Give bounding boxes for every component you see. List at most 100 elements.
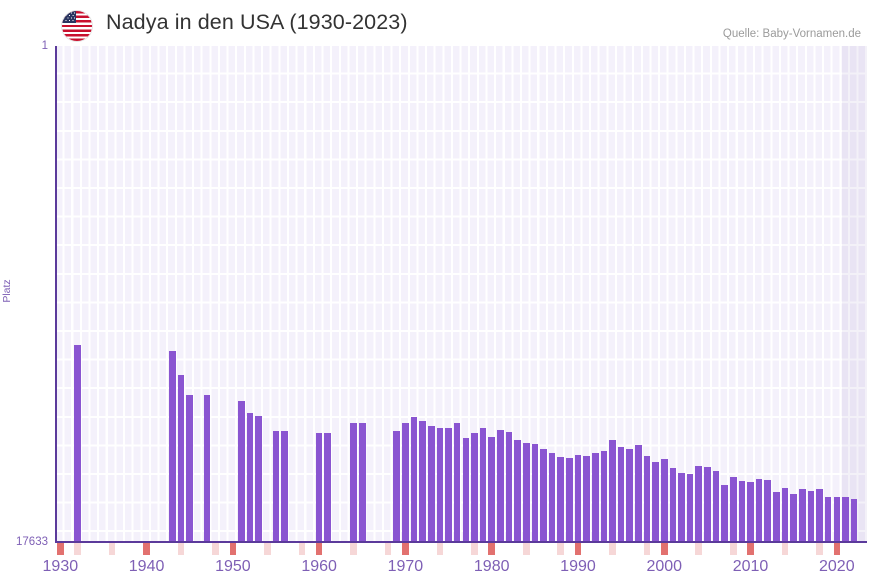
bar[interactable] bbox=[419, 421, 426, 541]
bar[interactable] bbox=[540, 449, 547, 541]
bar[interactable] bbox=[428, 426, 435, 541]
bar[interactable] bbox=[807, 491, 815, 541]
bar[interactable] bbox=[660, 459, 668, 541]
bar[interactable] bbox=[74, 345, 81, 541]
y-axis-line bbox=[55, 46, 57, 542]
bar[interactable] bbox=[436, 428, 444, 541]
x-tick-minor bbox=[298, 543, 306, 555]
bar[interactable] bbox=[824, 497, 832, 541]
bar[interactable] bbox=[281, 431, 288, 541]
bar[interactable] bbox=[246, 413, 254, 541]
x-axis-label: 2020 bbox=[819, 558, 855, 575]
bar[interactable] bbox=[790, 494, 797, 541]
bar[interactable] bbox=[479, 428, 487, 541]
bar[interactable] bbox=[842, 497, 849, 541]
bar[interactable] bbox=[186, 395, 194, 541]
bar[interactable] bbox=[272, 431, 280, 541]
y-axis-top-label: 1 bbox=[41, 40, 48, 52]
bar[interactable] bbox=[609, 440, 616, 541]
x-axis-label: 1940 bbox=[128, 558, 165, 575]
x-axis-label: 2000 bbox=[646, 558, 683, 575]
bar[interactable] bbox=[678, 473, 685, 541]
bar-series bbox=[56, 46, 867, 541]
bar[interactable] bbox=[393, 431, 401, 541]
bar[interactable] bbox=[721, 485, 728, 541]
bar[interactable] bbox=[410, 417, 418, 541]
bar[interactable] bbox=[505, 432, 513, 541]
x-tick-major bbox=[57, 543, 64, 555]
bar[interactable] bbox=[669, 468, 677, 541]
x-tick-minor bbox=[643, 543, 651, 555]
x-tick-major bbox=[229, 543, 237, 555]
bar[interactable] bbox=[203, 395, 211, 541]
bar[interactable] bbox=[816, 489, 823, 541]
bar[interactable] bbox=[617, 447, 625, 541]
bar[interactable] bbox=[747, 482, 754, 541]
bar[interactable] bbox=[358, 423, 366, 541]
x-tick-minor bbox=[436, 543, 444, 555]
bar[interactable] bbox=[833, 497, 841, 541]
bar[interactable] bbox=[350, 423, 357, 541]
chart-header: Nadya in den USA (1930-2023) Quelle: Bab… bbox=[0, 0, 873, 44]
bar[interactable] bbox=[169, 351, 176, 541]
bar[interactable] bbox=[548, 453, 556, 541]
bar[interactable] bbox=[781, 488, 789, 541]
bar[interactable] bbox=[238, 401, 245, 541]
bar[interactable] bbox=[764, 480, 772, 541]
bar[interactable] bbox=[324, 433, 332, 541]
x-tick-major bbox=[747, 543, 754, 555]
bar[interactable] bbox=[402, 423, 409, 541]
x-tick-major bbox=[488, 543, 495, 555]
bar[interactable] bbox=[531, 444, 539, 541]
bar[interactable] bbox=[712, 471, 720, 541]
bar[interactable] bbox=[643, 456, 651, 541]
y-axis-bottom-label: 17633 bbox=[16, 536, 48, 548]
bar[interactable] bbox=[471, 433, 478, 541]
bar[interactable] bbox=[488, 437, 495, 541]
x-tick-minor bbox=[212, 543, 219, 555]
bar[interactable] bbox=[583, 456, 590, 541]
bar[interactable] bbox=[686, 474, 694, 541]
bar[interactable] bbox=[574, 455, 582, 541]
x-tick-major bbox=[143, 543, 150, 555]
bar[interactable] bbox=[635, 445, 642, 541]
bar[interactable] bbox=[497, 430, 504, 541]
bar[interactable] bbox=[755, 479, 763, 541]
x-tick-major bbox=[315, 543, 323, 555]
x-axis-labels: 1930 1940 1950 1960 1970 1980 1990 2000 2010 2020 bbox=[43, 558, 867, 582]
bar[interactable] bbox=[591, 453, 599, 541]
bar[interactable] bbox=[704, 467, 711, 541]
bar[interactable] bbox=[798, 489, 806, 541]
x-axis-label: 1950 bbox=[215, 558, 251, 575]
x-tick-minor bbox=[557, 543, 564, 555]
bar[interactable] bbox=[445, 428, 452, 541]
x-tick-major bbox=[833, 543, 841, 555]
bar[interactable] bbox=[566, 458, 573, 541]
bar[interactable] bbox=[773, 492, 780, 541]
source-credit: Quelle: Baby-Vornamen.de bbox=[722, 28, 861, 40]
x-tick-minor bbox=[729, 543, 737, 555]
bar[interactable] bbox=[850, 499, 858, 541]
bar[interactable] bbox=[514, 440, 521, 541]
bar[interactable] bbox=[557, 457, 564, 541]
x-tick-major bbox=[660, 543, 668, 555]
flag-stars bbox=[62, 11, 76, 23]
bar[interactable] bbox=[462, 438, 470, 541]
x-axis-label: 1990 bbox=[560, 558, 596, 575]
bar[interactable] bbox=[626, 449, 634, 541]
bar[interactable] bbox=[453, 423, 461, 541]
bar[interactable] bbox=[600, 451, 608, 541]
bar[interactable] bbox=[255, 416, 263, 541]
bar[interactable] bbox=[177, 375, 185, 541]
x-tick-major bbox=[402, 543, 409, 555]
bar[interactable] bbox=[522, 443, 530, 541]
bar[interactable] bbox=[652, 462, 659, 541]
x-tick-minor bbox=[350, 543, 357, 555]
x-tick-minor bbox=[384, 543, 392, 555]
bar[interactable] bbox=[315, 433, 323, 541]
bar[interactable] bbox=[695, 466, 703, 541]
bar[interactable] bbox=[738, 481, 746, 541]
x-tick-minor bbox=[264, 543, 271, 555]
bar[interactable] bbox=[729, 477, 737, 541]
